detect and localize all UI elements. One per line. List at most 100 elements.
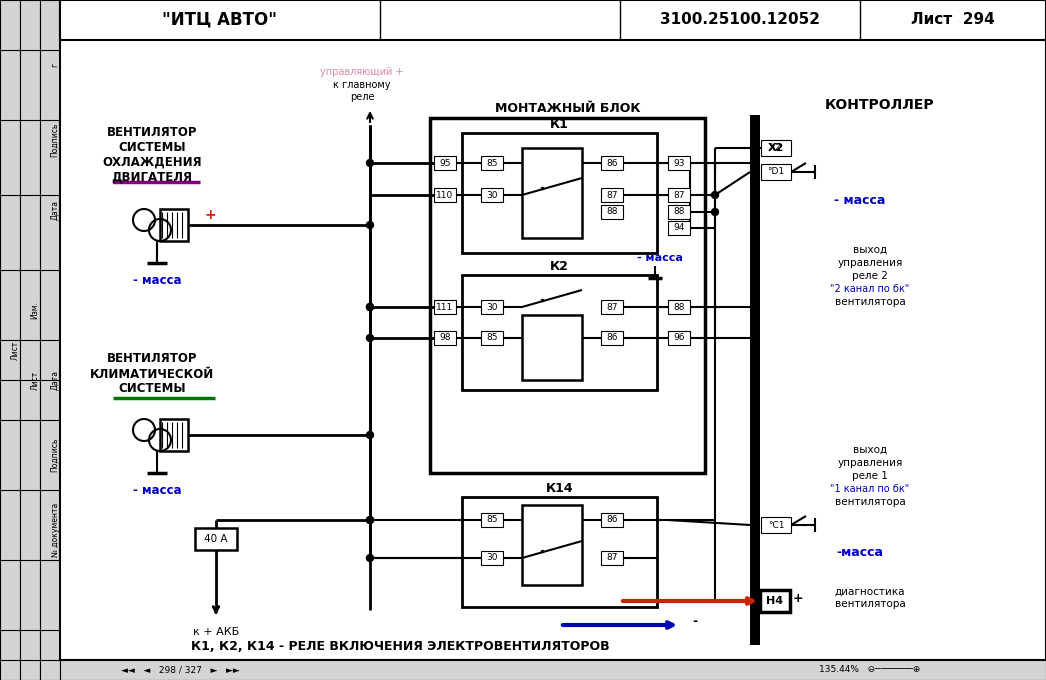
Text: 95: 95 <box>439 158 451 167</box>
Text: 86: 86 <box>607 333 618 343</box>
Text: Изм.: Изм. <box>30 301 40 319</box>
Text: 110: 110 <box>436 190 454 199</box>
Circle shape <box>366 303 373 311</box>
Circle shape <box>366 335 373 341</box>
Text: 87: 87 <box>607 554 618 562</box>
Text: Лист  294: Лист 294 <box>911 12 995 27</box>
Text: H4: H4 <box>767 596 783 606</box>
Text: Лист: Лист <box>30 371 40 390</box>
Text: - масса: - масса <box>835 194 886 207</box>
Bar <box>462 497 657 607</box>
Text: ВЕНТИЛЯТОР
КЛИМАТИЧЕСКОЙ
СИСТЕМЫ: ВЕНТИЛЯТОР КЛИМАТИЧЕСКОЙ СИСТЕМЫ <box>90 352 214 396</box>
Bar <box>668 188 690 202</box>
Bar <box>601 513 623 527</box>
Circle shape <box>711 209 719 216</box>
Text: 111: 111 <box>436 303 454 311</box>
Circle shape <box>711 192 719 199</box>
Bar <box>462 133 657 253</box>
Bar <box>434 331 456 345</box>
Text: Х2: Х2 <box>770 143 781 152</box>
Bar <box>462 275 657 390</box>
Text: 87: 87 <box>607 190 618 199</box>
Text: 135.44%   ⊖───────⊕: 135.44% ⊖───────⊕ <box>819 666 920 675</box>
Text: +: + <box>793 592 803 605</box>
Circle shape <box>366 222 373 228</box>
Text: реле: реле <box>349 92 374 102</box>
Text: управляющий +: управляющий + <box>320 67 404 77</box>
Text: 88: 88 <box>674 207 685 216</box>
Bar <box>481 156 503 170</box>
Text: Дата: Дата <box>50 370 60 390</box>
Bar <box>601 551 623 565</box>
Text: - масса: - масса <box>637 253 683 263</box>
Text: -масса: -масса <box>837 547 884 560</box>
Bar <box>0 0 20 680</box>
Text: выход: выход <box>852 445 887 455</box>
Text: К1: К1 <box>550 118 569 131</box>
Text: № документа: № документа <box>50 503 60 557</box>
Text: вентилятора: вентилятора <box>835 599 906 609</box>
Bar <box>761 517 791 533</box>
Text: вентилятора: вентилятора <box>835 497 906 507</box>
Circle shape <box>366 432 373 439</box>
Text: Лист: Лист <box>10 341 20 360</box>
Text: 3100.25100.12052: 3100.25100.12052 <box>660 12 820 27</box>
Circle shape <box>366 517 373 524</box>
Bar <box>668 221 690 235</box>
Bar <box>601 205 623 219</box>
Text: - масса: - масса <box>133 275 181 288</box>
Circle shape <box>366 517 373 524</box>
Text: 87: 87 <box>674 190 685 199</box>
Bar <box>60 0 1046 40</box>
Bar <box>601 188 623 202</box>
Text: ВЕНТИЛЯТОР
СИСТЕМЫ
ОХЛАЖДЕНИЯ
ДВИГАТЕЛЯ: ВЕНТИЛЯТОР СИСТЕМЫ ОХЛАЖДЕНИЯ ДВИГАТЕЛЯ <box>103 126 202 184</box>
Bar <box>668 205 690 219</box>
Text: Х2: Х2 <box>768 143 784 153</box>
Bar <box>0 0 60 680</box>
Bar <box>601 300 623 314</box>
Text: реле 2: реле 2 <box>852 271 888 281</box>
Bar <box>601 156 623 170</box>
Text: г: г <box>50 63 60 67</box>
Text: 86: 86 <box>607 158 618 167</box>
Text: вентилятора: вентилятора <box>835 297 906 307</box>
Text: К1, К2, К14 - РЕЛЕ ВКЛЮЧЕНИЯ ЭЛЕКТРОВЕНТИЛЯТОРОВ: К1, К2, К14 - РЕЛЕ ВКЛЮЧЕНИЯ ЭЛЕКТРОВЕНТ… <box>190 641 610 653</box>
Text: управления: управления <box>837 458 903 468</box>
Text: 88: 88 <box>607 207 618 216</box>
Text: диагностика: диагностика <box>835 587 905 597</box>
Text: ◄◄   ◄   298 / 327   ►   ►►: ◄◄ ◄ 298 / 327 ► ►► <box>120 666 240 675</box>
Bar <box>481 551 503 565</box>
Text: к главному: к главному <box>334 80 391 90</box>
Bar <box>20 0 40 680</box>
Text: 30: 30 <box>486 303 498 311</box>
Text: 87: 87 <box>607 303 618 311</box>
Bar <box>750 115 760 645</box>
Text: +: + <box>204 208 215 222</box>
Circle shape <box>366 303 373 311</box>
Bar <box>195 528 237 550</box>
Text: 94: 94 <box>674 224 685 233</box>
Text: 86: 86 <box>607 515 618 524</box>
Circle shape <box>366 160 373 167</box>
Text: Подпись: Подпись <box>50 438 60 472</box>
Bar <box>430 118 705 473</box>
Bar <box>434 156 456 170</box>
Text: -: - <box>692 615 698 628</box>
Text: 30: 30 <box>486 554 498 562</box>
Text: 93: 93 <box>674 158 685 167</box>
Bar <box>160 209 188 241</box>
Text: °D1: °D1 <box>768 167 784 177</box>
Text: 85: 85 <box>486 515 498 524</box>
Text: реле 1: реле 1 <box>852 471 888 481</box>
Text: МОНТАЖНЫЙ БЛОК: МОНТАЖНЫЙ БЛОК <box>495 101 640 114</box>
Text: к + АКБ: к + АКБ <box>192 627 240 637</box>
Text: выход: выход <box>852 245 887 255</box>
Text: 88: 88 <box>674 303 685 311</box>
Bar <box>522 505 582 585</box>
Text: К2: К2 <box>550 260 569 273</box>
Text: Подпись: Подпись <box>50 123 60 157</box>
Circle shape <box>366 554 373 562</box>
Bar <box>601 331 623 345</box>
Text: КОНТРОЛЛЕР: КОНТРОЛЛЕР <box>825 98 935 112</box>
Bar <box>60 660 1046 680</box>
